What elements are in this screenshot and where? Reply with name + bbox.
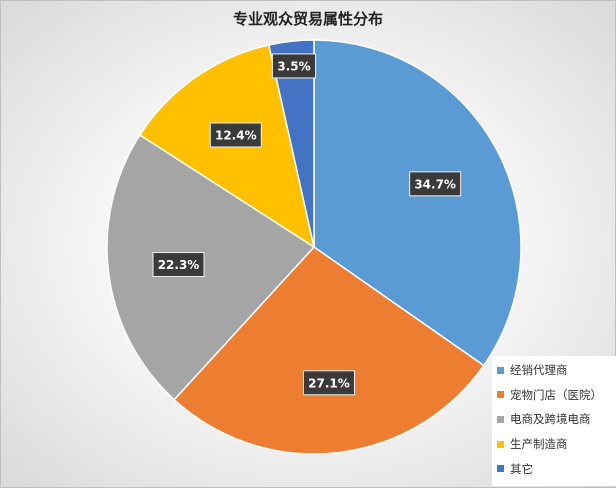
pie-slice-1 — [173, 246, 485, 455]
data-label-4: 3.5% — [271, 53, 317, 79]
pie-slice-2 — [106, 133, 316, 401]
data-label-0: 34.7% — [409, 171, 462, 197]
data-label-text: 3.5% — [277, 59, 310, 73]
chart-title: 专业观众贸易属性分布 — [233, 10, 383, 28]
legend-item-0: 经销代理商 — [494, 358, 616, 383]
data-label-text: 34.7% — [414, 177, 456, 191]
data-label-box — [209, 122, 262, 148]
legend-swatch — [497, 391, 504, 399]
pie-slice-0 — [313, 39, 522, 367]
legend-swatch — [497, 415, 504, 423]
data-label-text: 12.4% — [215, 128, 257, 142]
pie-slice-4 — [267, 39, 315, 248]
data-label-1: 27.1% — [302, 370, 355, 396]
data-label-2: 22.3% — [152, 252, 205, 278]
legend-item-1: 宠物门店（医院） — [494, 383, 616, 408]
legend-label: 宠物门店（医院） — [510, 387, 602, 402]
data-label-text: 22.3% — [158, 258, 200, 272]
data-label-box — [302, 370, 355, 396]
data-label-box — [409, 171, 462, 197]
legend-label: 经销代理商 — [510, 363, 568, 378]
data-label-box — [271, 53, 317, 79]
legend-swatch — [497, 440, 504, 448]
legend-label: 电商及跨境电商 — [510, 412, 591, 427]
legend-label: 其它 — [510, 461, 533, 476]
legend-swatch — [497, 366, 504, 374]
legend-label: 生产制造商 — [510, 437, 568, 452]
legend-swatch — [497, 465, 504, 473]
data-label-3: 12.4% — [209, 122, 262, 148]
legend-item-4: 其它 — [494, 456, 616, 481]
data-label-text: 27.1% — [308, 376, 350, 390]
legend-item-2: 电商及跨境电商 — [494, 407, 616, 432]
data-label-box — [152, 252, 205, 278]
legend-item-3: 生产制造商 — [494, 432, 616, 457]
legend: 经销代理商宠物门店（医院） 电商及跨境电商 生产制造商其它 — [492, 356, 616, 486]
